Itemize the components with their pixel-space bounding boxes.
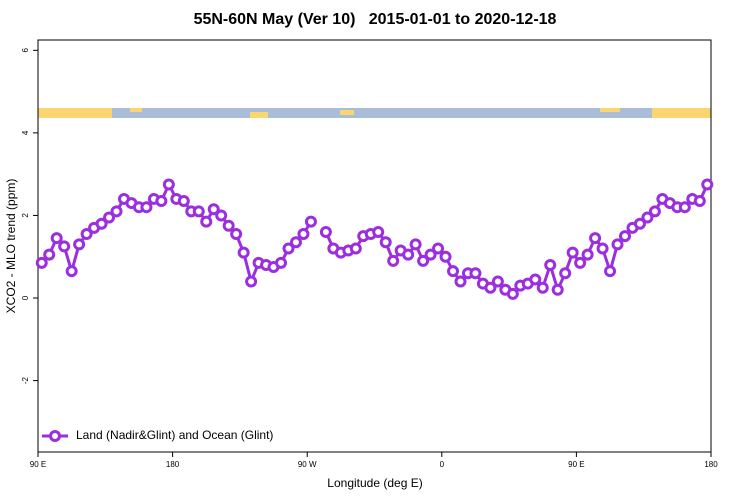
x-tick-label: 90 E (568, 460, 584, 469)
data-point (140, 201, 153, 214)
data-point (506, 287, 519, 300)
strip-land (250, 112, 268, 118)
data-point (417, 254, 430, 267)
x-tick-label: 180 (704, 460, 718, 469)
data-point (245, 275, 258, 288)
strip-land (600, 108, 620, 112)
data-point (192, 205, 205, 218)
x-tick-label: 90 E (30, 460, 46, 469)
data-point (693, 195, 706, 208)
data-point (581, 248, 594, 261)
strip-land (130, 108, 142, 112)
data-point (604, 265, 617, 278)
y-tick-label: 0 (21, 295, 30, 300)
data-point (319, 225, 332, 238)
data-point (402, 248, 415, 261)
data-point (469, 267, 482, 280)
y-tick-label: 2 (21, 213, 30, 218)
x-axis-label: Longitude (deg E) (327, 476, 422, 490)
data-point (536, 281, 549, 294)
data-point (162, 178, 175, 191)
data-point (80, 228, 93, 241)
legend-marker (49, 430, 61, 442)
series-line (40, 182, 709, 296)
data-point (43, 248, 56, 261)
data-point (230, 228, 243, 241)
data-point (387, 254, 400, 267)
data-point (596, 242, 609, 255)
data-point (200, 215, 213, 228)
legend-label: Land (Nadir&Glint) and Ocean (Glint) (76, 428, 273, 442)
data-point (103, 211, 116, 224)
data-point (349, 242, 362, 255)
data-point (484, 281, 497, 294)
data-point (454, 275, 467, 288)
strip-land (340, 110, 354, 115)
data-point (372, 225, 385, 238)
data-point (678, 201, 691, 214)
strip-ocean (112, 108, 652, 118)
data-point (65, 265, 78, 278)
x-tick-label: 90 W (298, 460, 317, 469)
data-point (110, 205, 123, 218)
x-tick-label: 0 (440, 460, 445, 469)
data-point (432, 242, 445, 255)
data-point (215, 209, 228, 222)
y-axis-label: XCO2 - MLO trend (ppm) (4, 179, 18, 314)
chart-title: 55N-60N May (Ver 10) 2015-01-01 to 2020-… (194, 11, 557, 28)
data-point (379, 236, 392, 249)
data-point (439, 250, 452, 263)
data-point (641, 211, 654, 224)
data-point (648, 205, 661, 218)
data-point (701, 178, 714, 191)
data-point (177, 195, 190, 208)
data-point (551, 283, 564, 296)
data-point (275, 256, 288, 269)
data-point (409, 238, 422, 251)
data-point (50, 232, 63, 245)
y-tick-label: -2 (21, 376, 30, 384)
data-point (566, 246, 579, 259)
data-point (222, 219, 235, 232)
data-point (304, 215, 317, 228)
plot-frame (37, 39, 712, 453)
data-point (559, 267, 572, 280)
data-point (237, 246, 250, 259)
data-point (491, 275, 504, 288)
land-ocean-strip (38, 108, 711, 118)
data-point (529, 273, 542, 286)
data-point (58, 240, 71, 253)
data-point (207, 203, 220, 216)
data-point (289, 236, 302, 249)
data-point (424, 248, 437, 261)
x-tick-label: 180 (166, 460, 180, 469)
data-point (447, 265, 460, 278)
y-tick-label: 6 (21, 48, 30, 53)
data-point (282, 242, 295, 255)
data-point (35, 256, 48, 269)
data-point (297, 228, 310, 241)
data-point (155, 195, 168, 208)
data-point (95, 217, 108, 230)
data-point (589, 232, 602, 245)
data-point (73, 238, 86, 251)
data-point (633, 217, 646, 230)
data-point (574, 256, 587, 269)
data-point (544, 258, 557, 271)
y-tick-label: 4 (21, 130, 30, 135)
data-point (619, 230, 632, 243)
data-point (611, 238, 624, 251)
